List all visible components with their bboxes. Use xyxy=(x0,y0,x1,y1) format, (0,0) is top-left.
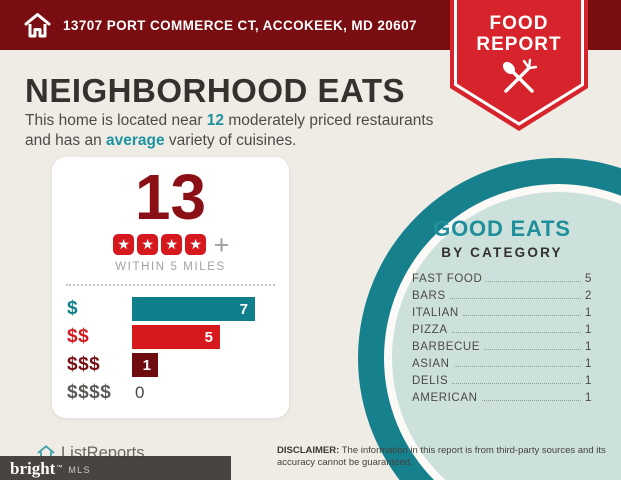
stats-card: 13 ★ ★ ★ ★ + WITHIN 5 MILES $7 $$ 5 $$$ 1 $$$$ 0 xyxy=(52,157,289,418)
disclaimer: DISCLAIMER: The information in this repo… xyxy=(277,445,621,469)
crossed-spoon-fork-icon xyxy=(499,58,539,103)
bar-area: 5 xyxy=(132,325,289,349)
good-eats-title: GOOD EATS xyxy=(433,216,571,241)
dot-leader xyxy=(486,281,581,282)
star-icon: ★ xyxy=(113,234,135,255)
dot-leader xyxy=(449,298,581,299)
category-name: AMERICAN xyxy=(412,392,478,404)
restaurant-count: 13 xyxy=(134,161,207,233)
category-name: DELIS xyxy=(412,375,449,387)
category-name: BARBECUE xyxy=(412,341,481,353)
home-icon xyxy=(24,12,51,39)
category-row: DELIS 1 xyxy=(412,375,592,387)
ribbon-title-line2: REPORT xyxy=(476,34,562,55)
category-name: ITALIAN xyxy=(412,307,459,319)
summary-part2: moderately priced restaurants and has an xyxy=(25,112,434,149)
page-title: NEIGHBORHOOD EATS xyxy=(25,72,406,109)
plus-sign: + xyxy=(213,229,230,260)
bar-value: 1 xyxy=(142,356,151,374)
dotted-divider xyxy=(66,284,275,286)
trademark-symbol: ™ xyxy=(56,465,63,471)
star-rating: ★ ★ ★ ★ + xyxy=(52,229,289,260)
dot-leader xyxy=(462,315,581,316)
bar-value: 5 xyxy=(204,328,213,346)
price-level-label: $$ xyxy=(67,326,90,347)
bar: 7 xyxy=(132,297,255,321)
category-count: 1 xyxy=(585,324,592,336)
category-row: ASIAN 1 xyxy=(412,358,592,370)
category-count: 1 xyxy=(585,392,592,404)
dot-leader xyxy=(484,349,581,350)
ribbon-shape xyxy=(450,0,588,131)
category-list: FAST FOOD 5 BARS 2 ITALIAN 1 PIZZA 1 BARBECUE 1 AS… xyxy=(412,273,592,404)
category-name: BARS xyxy=(412,290,446,302)
category-row: ITALIAN 1 xyxy=(412,307,592,319)
ribbon-title: FOOD REPORT xyxy=(450,13,588,55)
bar-area: 0 xyxy=(132,383,289,403)
category-name: FAST FOOD xyxy=(412,273,483,285)
brightmls-brand-text: bright xyxy=(10,458,56,478)
star-icon: ★ xyxy=(161,234,183,255)
summary-sentence: This home is located near 12 moderately … xyxy=(25,111,455,150)
category-count: 2 xyxy=(585,290,592,302)
dot-leader xyxy=(452,383,581,384)
bar: 1 xyxy=(132,353,158,377)
bar-value: 0 xyxy=(135,383,145,402)
category-count: 1 xyxy=(585,375,592,387)
bar-row: $$ 5 xyxy=(52,323,289,351)
category-row: BARS 2 xyxy=(412,290,592,302)
bar-area: 1 xyxy=(132,353,289,377)
summary-part3: variety of cuisines. xyxy=(164,131,297,149)
brightmls-mls-text: MLS xyxy=(68,464,91,475)
dot-leader xyxy=(453,366,581,367)
category-row: AMERICAN 1 xyxy=(412,392,592,404)
category-count: 1 xyxy=(585,307,592,319)
bar-area: 7 xyxy=(132,297,289,321)
category-count: 1 xyxy=(585,358,592,370)
ribbon-title-line1: FOOD xyxy=(489,13,549,34)
radius-label: WITHIN 5 MILES xyxy=(115,261,226,273)
category-row: PIZZA 1 xyxy=(412,324,592,336)
bar: 5 xyxy=(132,325,220,349)
dot-leader xyxy=(451,332,581,333)
category-count: 1 xyxy=(585,341,592,353)
bar-row: $7 xyxy=(52,295,289,323)
price-level-label: $$$$ xyxy=(67,382,112,403)
star-icon: ★ xyxy=(185,234,207,255)
bar-row: $$$ 1 xyxy=(52,351,289,379)
good-eats-panel: GOOD EATS BY CATEGORY FAST FOOD 5 BARS 2 ITA… xyxy=(412,216,592,409)
category-row: BARBECUE 1 xyxy=(412,341,592,353)
dot-leader xyxy=(481,400,581,401)
variety-highlight: average xyxy=(106,131,165,149)
category-row: FAST FOOD 5 xyxy=(412,273,592,285)
summary-part1: This home is located near xyxy=(25,112,207,129)
disclaimer-label: DISCLAIMER: xyxy=(277,445,340,456)
category-name: PIZZA xyxy=(412,324,448,336)
bar-row: $$$$ 0 xyxy=(52,379,289,407)
food-report-ribbon: FOOD REPORT xyxy=(450,0,588,132)
category-count: 5 xyxy=(585,273,592,285)
price-level-label: $$$ xyxy=(67,354,101,375)
good-eats-subtitle: BY CATEGORY xyxy=(441,245,563,260)
star-icon: ★ xyxy=(137,234,159,255)
disclaimer-text: The information in this report is from t… xyxy=(277,445,606,469)
bar-value: 7 xyxy=(239,300,248,318)
price-level-label: $ xyxy=(67,298,79,319)
brightmls-watermark: bright ™ MLS xyxy=(0,456,231,480)
category-name: ASIAN xyxy=(412,358,450,370)
restaurant-count-highlight: 12 xyxy=(206,112,225,129)
price-bar-chart: $7 $$ 5 $$$ 1 $$$$ 0 xyxy=(52,295,289,407)
property-address: 13707 PORT COMMERCE CT, ACCOKEEK, MD 206… xyxy=(63,17,417,33)
